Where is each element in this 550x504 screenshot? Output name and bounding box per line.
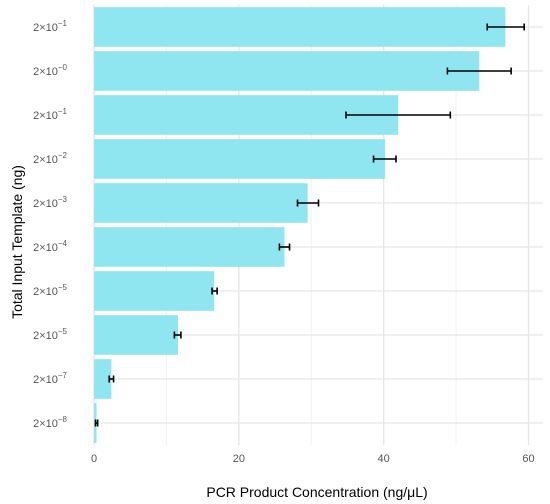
bar [94, 315, 179, 355]
x-tick-label: 0 [91, 453, 97, 465]
y-tick-label: 2×10−3 [33, 195, 67, 210]
bar [94, 7, 506, 47]
y-tick-label: 2×10−7 [33, 371, 67, 386]
bar [94, 51, 480, 91]
x-tick-label: 40 [378, 453, 390, 465]
error-bar [94, 419, 99, 427]
error-bar [108, 375, 115, 383]
bar [94, 139, 386, 179]
bar [94, 227, 285, 267]
y-tick-label: 2×10−2 [33, 151, 67, 166]
error-bar [345, 111, 452, 119]
y-tick-label: 2×10−5 [33, 327, 67, 342]
error-bar [173, 331, 182, 339]
y-tick-label: 2×10−5 [33, 283, 67, 298]
y-axis-title: Total Input Template (ng) [9, 165, 25, 319]
error-bar [372, 155, 397, 163]
y-tick-label: 2×10−1 [33, 107, 67, 122]
error-bar [211, 287, 218, 295]
error-bar [486, 23, 525, 31]
x-tick-label: 60 [522, 453, 534, 465]
bars [94, 7, 506, 443]
x-tick-labels: 0 20 40 60 [91, 453, 535, 465]
bar [94, 359, 112, 399]
error-bars [94, 23, 525, 427]
bar [94, 183, 308, 223]
error-bar [278, 243, 291, 251]
error-bar [296, 199, 320, 207]
x-tick-label: 20 [233, 453, 245, 465]
y-tick-label: 2×10−1 [33, 19, 67, 34]
error-bar [446, 67, 512, 75]
x-axis-title: PCR Product Concentration (ng/μL) [206, 484, 427, 500]
y-tick-label: 2×10−4 [33, 239, 67, 254]
y-tick-label: 2×10−0 [33, 63, 67, 78]
y-tick-label: 2×10−8 [33, 415, 67, 430]
bar [94, 271, 215, 311]
y-tick-labels: 2×10−1 2×10−0 2×10−1 2×10−2 2×10−3 2×10−4 2×10… [33, 19, 67, 430]
